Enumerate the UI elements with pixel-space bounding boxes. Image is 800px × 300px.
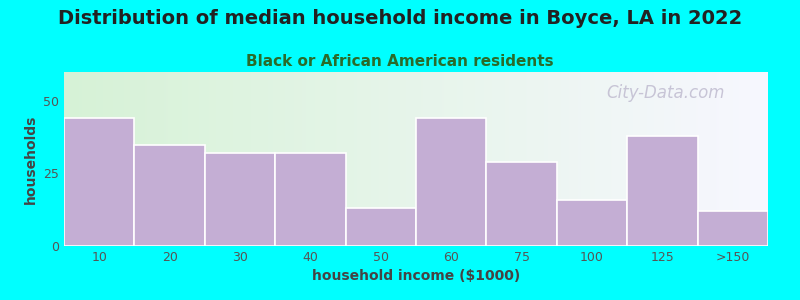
Text: Distribution of median household income in Boyce, LA in 2022: Distribution of median household income … [58,9,742,28]
Bar [627,136,698,246]
Text: City-Data.com: City-Data.com [606,84,725,102]
Y-axis label: households: households [23,114,38,204]
Bar [64,118,134,246]
Bar [557,200,627,246]
Bar [416,118,486,246]
Bar [275,153,346,246]
Bar [486,162,557,246]
Bar [205,153,275,246]
Text: Black or African American residents: Black or African American residents [246,54,554,69]
Bar [346,208,416,246]
Bar [134,145,205,246]
Bar [698,211,768,246]
X-axis label: household income ($1000): household income ($1000) [312,269,520,284]
